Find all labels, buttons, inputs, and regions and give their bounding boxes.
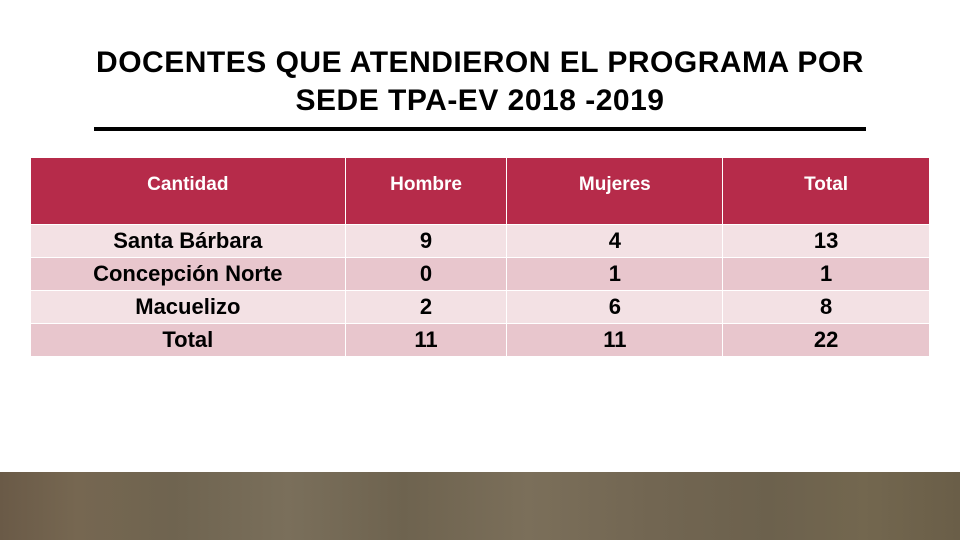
table-header: Cantidad Hombre Mujeres Total [31,158,930,225]
row-label: Macuelizo [31,291,346,324]
table-row: Macuelizo 2 6 8 [31,291,930,324]
col-header-hombre: Hombre [345,158,507,225]
cell: 2 [345,291,507,324]
data-table: Cantidad Hombre Mujeres Total Santa Bárb… [30,157,930,357]
title-line-2: SEDE TPA-EV 2018 -2019 [296,84,665,117]
title-block: DOCENTES QUE ATENDIERON EL PROGRAMA POR … [94,44,866,131]
cell: 22 [723,324,930,357]
cell: 8 [723,291,930,324]
col-header-cantidad: Cantidad [31,158,346,225]
cell: 11 [507,324,723,357]
table-row: Concepción Norte 0 1 1 [31,258,930,291]
cell: 4 [507,225,723,258]
col-header-mujeres: Mujeres [507,158,723,225]
title-line-1: DOCENTES QUE ATENDIERON EL PROGRAMA POR [96,46,864,79]
table-row: Total 11 11 22 [31,324,930,357]
slide-content: DOCENTES QUE ATENDIERON EL PROGRAMA POR … [0,0,960,540]
table-body: Santa Bárbara 9 4 13 Concepción Norte 0 … [31,225,930,357]
row-label: Total [31,324,346,357]
cell: 1 [723,258,930,291]
table-row: Santa Bárbara 9 4 13 [31,225,930,258]
col-header-total: Total [723,158,930,225]
row-label: Concepción Norte [31,258,346,291]
cell: 13 [723,225,930,258]
row-label: Santa Bárbara [31,225,346,258]
slide-title: DOCENTES QUE ATENDIERON EL PROGRAMA POR … [94,44,866,119]
cell: 9 [345,225,507,258]
cell: 6 [507,291,723,324]
cell: 1 [507,258,723,291]
cell: 11 [345,324,507,357]
cell: 0 [345,258,507,291]
